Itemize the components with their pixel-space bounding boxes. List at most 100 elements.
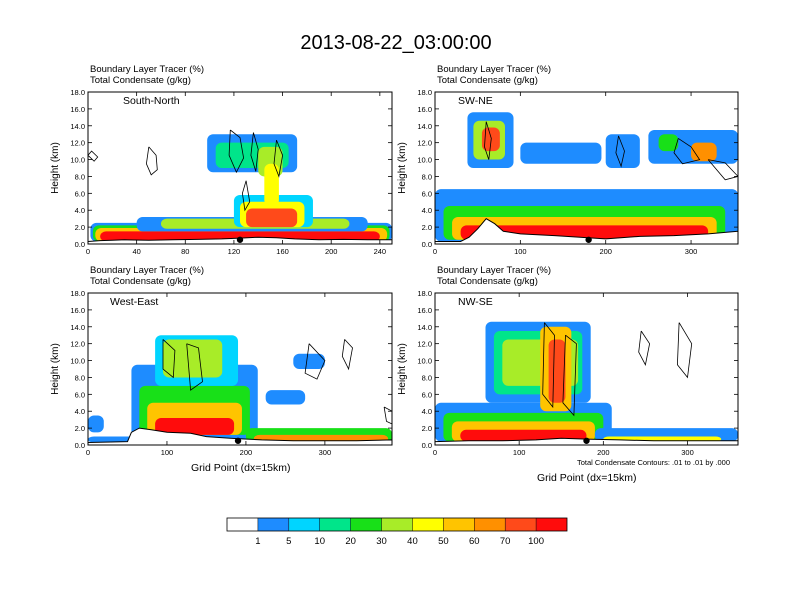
- panel-2-ytick-label-3: 6.0: [422, 189, 432, 198]
- panel-2-ytick-label-8: 16.0: [417, 105, 432, 114]
- panel-4-ytick-label-4: 8.0: [422, 373, 432, 382]
- colorbar-swatch-6: [412, 518, 444, 531]
- colorbar-swatch-5: [381, 518, 413, 531]
- panel-3-ytick-label-1: 2.0: [75, 424, 85, 433]
- panel-3-ytick-label-0: 0.0: [75, 441, 85, 450]
- panel-4-section-name: NW-SE: [458, 296, 493, 308]
- panel-3-ytick-label-8: 16.0: [70, 306, 85, 315]
- colorbar-label-3: 20: [345, 536, 356, 547]
- panel-4-ytick-label-3: 6.0: [422, 390, 432, 399]
- panel-3-terrain: [88, 427, 392, 445]
- panel-4-labels: Boundary Layer Tracer (%) Total Condensa…: [437, 265, 551, 287]
- panel-4-xtick-label-2: 200: [597, 448, 610, 457]
- panel-1-ytick-label-9: 18.0: [70, 88, 85, 97]
- panel-4-ytick-label-6: 12.0: [417, 340, 432, 349]
- panel-2-condensate-contour-1: [615, 135, 625, 168]
- panel-3-ytick-label-6: 12.0: [70, 340, 85, 349]
- panel-1-xtick-label-3: 120: [228, 247, 241, 256]
- colorbar-label-0: 1: [255, 536, 261, 547]
- panel-3-field: [88, 335, 392, 445]
- panel-1-condensate-contour-4: [273, 139, 284, 178]
- colorbar-swatch-0: [227, 518, 258, 531]
- panel-4-field: [435, 321, 738, 445]
- panel-3-yaxis-title: Height (km): [50, 343, 61, 395]
- panel-3-ytick-label-2: 4.0: [75, 407, 85, 416]
- panel-3-label-condensate: Total Condensate (g/kg): [90, 276, 191, 287]
- panel-3-station-marker: [234, 437, 242, 444]
- colorbar-swatch-2: [288, 518, 320, 531]
- panel-2-condensate-contour-0: [484, 121, 492, 160]
- panel-1-yaxis-title: Height (km): [50, 142, 61, 194]
- panel-4-condensate-contour-2: [638, 330, 651, 366]
- colorbar-label-2: 10: [314, 536, 325, 547]
- panel-3-xaxis-title: Grid Point (dx=15km): [191, 462, 291, 474]
- panel-1-station-marker: [236, 236, 244, 243]
- colorbar-label-7: 60: [468, 536, 480, 547]
- panel-4-condensate-contour-3: [676, 322, 693, 379]
- panel-1-ytick-label-1: 2.0: [75, 223, 85, 232]
- panel-1-frame: [87, 91, 393, 245]
- panel-3-section-name: West-East: [110, 296, 159, 308]
- panel-1-ytick-label-3: 6.0: [75, 189, 85, 198]
- panel-3-plot: 0.0 2.0 4.0 6.0 8.0 10.0 12.0 14.0 16.0 18.0 0 100 2…: [50, 289, 393, 457]
- panel-1-condensate-contour-3: [250, 132, 259, 172]
- colorbar-swatch-10: [536, 518, 567, 531]
- panel-1-condensate-contour-2: [228, 129, 245, 174]
- colorbar-swatch-7: [443, 518, 475, 531]
- panel-4-yaxis-title: Height (km): [397, 343, 408, 395]
- panel-3-xtick-label-3: 300: [319, 448, 332, 457]
- panel-2-station-marker: [585, 236, 592, 243]
- colorbar-swatch-3: [319, 518, 351, 531]
- panel-1-tracer-region-3: [100, 231, 380, 242]
- panel-4-condensate-contour-1: [562, 334, 577, 417]
- panel-3-condensate-contour-0: [162, 339, 176, 379]
- panel-3-tracer-region-7: [265, 390, 306, 405]
- panel-3-ytick-label-7: 14.0: [70, 323, 85, 332]
- panel-3-frame: [87, 292, 393, 446]
- panel-2-plot: 0.0 2.0 4.0 6.0 8.0 10.0 12.0 14.0 16.0 18.0 0 100 2…: [397, 88, 739, 256]
- panel-4-xaxis-title: Grid Point (dx=15km): [537, 472, 637, 484]
- panel-1-ytick-label-2: 4.0: [75, 206, 85, 215]
- panel-2-ytick-label-4: 8.0: [422, 172, 432, 181]
- panel-1-label-tracer: Boundary Layer Tracer (%): [90, 64, 205, 75]
- colorbar-frame: [226, 517, 568, 532]
- panel-3-condensate-contour-4: [383, 406, 392, 425]
- colorbar-label-5: 40: [407, 536, 418, 547]
- panel-2-ytick-label-2: 4.0: [422, 206, 432, 215]
- panel-1-condensate-contour-0: [145, 146, 158, 176]
- panel-2-tracer-region-10: [658, 134, 679, 152]
- panel-1-field: [88, 129, 392, 244]
- panel-1-ytick-label-5: 10.0: [70, 156, 85, 165]
- panel-1-section-name: South-North: [123, 95, 180, 107]
- panel-2-yaxis-title: Height (km): [397, 142, 408, 194]
- contour-footnote: Total Condensate Contours: .01 to .01 by…: [577, 458, 731, 467]
- panel-3-xtick-label-0: 0: [86, 448, 90, 457]
- panel-1-ytick-label-4: 8.0: [75, 172, 85, 181]
- panel-4-frame: [434, 292, 739, 446]
- panel-3-ytick-label-3: 6.0: [75, 390, 85, 399]
- panel-1-xtick-label-0: 0: [86, 247, 90, 256]
- panel-2-frame: [434, 91, 739, 245]
- panel-4-xtick-label-3: 300: [681, 448, 694, 457]
- panel-1-labels: Boundary Layer Tracer (%) Total Condensa…: [90, 64, 204, 86]
- panel-4-condensate-contour-0: [542, 322, 555, 409]
- panel-4-label-condensate: Total Condensate (g/kg): [437, 276, 538, 287]
- panel-2-xtick-label-1: 100: [514, 247, 527, 256]
- panel-2-ytick-label-7: 14.0: [417, 122, 432, 131]
- panel-1-plot: 0.0 2.0 4.0 6.0 8.0 10.0 12.0 14.0 16.0 18.0 0 40 80…: [50, 88, 393, 256]
- panel-2-labels: Boundary Layer Tracer (%) Total Condensa…: [437, 64, 551, 86]
- panel-2-ytick-label-9: 18.0: [417, 88, 432, 97]
- panel-4-ytick-label-8: 16.0: [417, 306, 432, 315]
- panel-2-ytick-label-5: 10.0: [417, 156, 432, 165]
- panel-4-xtick-label-1: 100: [513, 448, 526, 457]
- panel-3-ytick-label-4: 8.0: [75, 373, 85, 382]
- panel-2-section-name: SW-NE: [458, 95, 493, 107]
- panel-4-label-tracer: Boundary Layer Tracer (%): [437, 265, 552, 276]
- panel-4-xtick-label-0: 0: [433, 448, 437, 457]
- panel-3-xtick-label-1: 100: [161, 448, 174, 457]
- panel-3-tracer-region-6: [163, 339, 223, 378]
- panel-3-label-tracer: Boundary Layer Tracer (%): [90, 265, 205, 276]
- panel-2-condensate-contour-2: [673, 138, 701, 165]
- panel-4-ytick-label-0: 0.0: [422, 441, 432, 450]
